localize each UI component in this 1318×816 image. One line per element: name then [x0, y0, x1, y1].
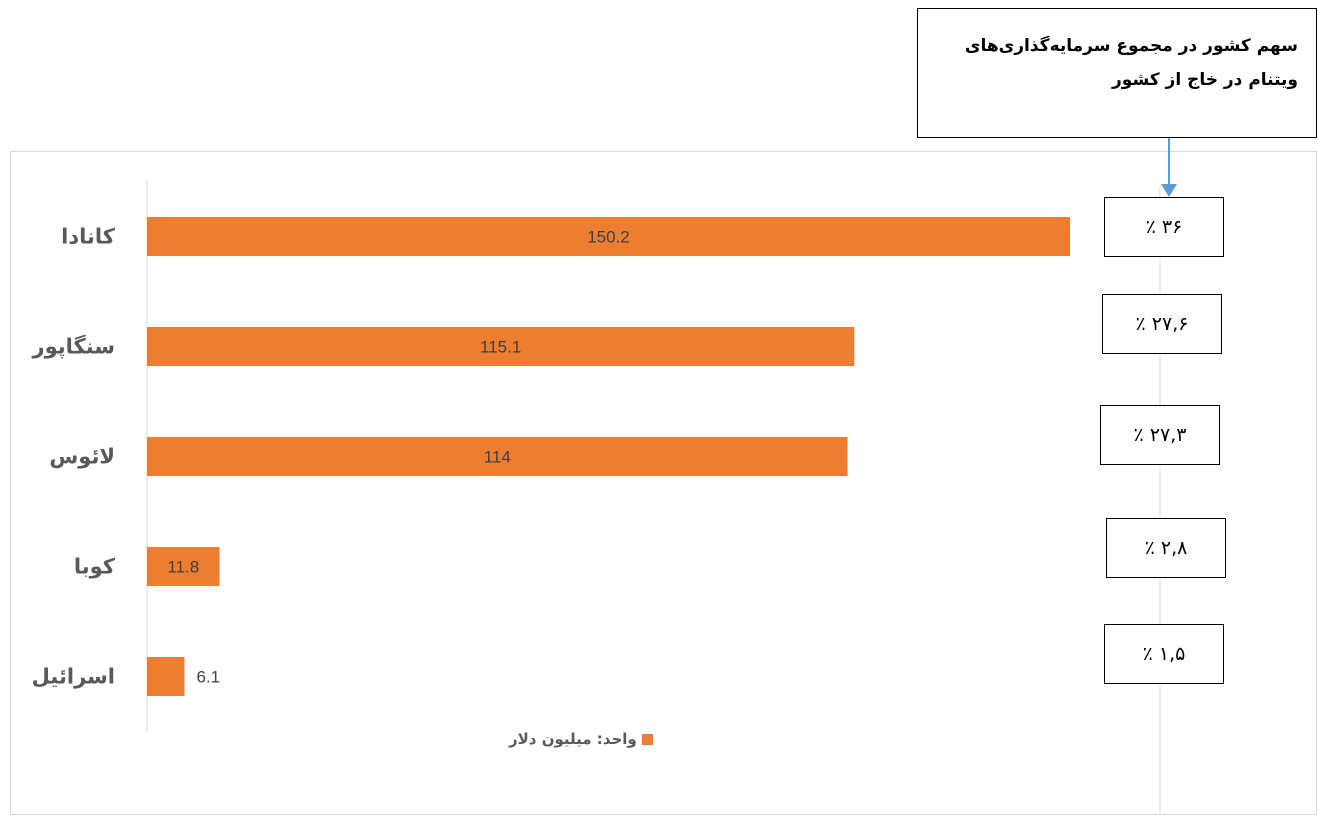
bar-1: [147, 217, 1070, 256]
value-label-1: 150.2: [587, 228, 630, 247]
legend: واحد: میلیون دلار: [509, 730, 653, 748]
share-box-2: ٪ ۲۷,۶: [1102, 294, 1222, 354]
share-label-2: ٪ ۲۷,۶: [1135, 313, 1189, 335]
callout-arrow-line: [1168, 138, 1170, 186]
share-box-5: ٪ ۱,۵: [1104, 624, 1224, 684]
share-label-5: ٪ ۱,۵: [1142, 643, 1186, 665]
category-label-2: سنگاپور: [32, 334, 115, 359]
bar-3: [147, 437, 848, 476]
value-label-4: 11.8: [167, 558, 199, 577]
callout-title-line-2: ویتنام در خاج از کشور: [1112, 70, 1298, 90]
bar-5: [147, 657, 185, 696]
callout-title-line-1: سهم کشور در مجموع سرمایه‌گذاری‌های: [964, 36, 1298, 56]
share-box-1: ٪ ۳۶: [1104, 197, 1224, 257]
share-box-3: ٪ ۲۷,۳: [1100, 405, 1220, 465]
legend-label: واحد: میلیون دلار: [509, 730, 637, 748]
share-callout-box: سهم کشور در مجموع سرمایه‌گذاری‌های ویتنا…: [917, 8, 1317, 138]
share-box-4: ٪ ۲,۸: [1106, 518, 1226, 578]
value-label-2: 115.1: [480, 338, 521, 357]
value-label-5: 6.1: [196, 668, 220, 687]
bar-4: [147, 547, 220, 586]
share-label-4: ٪ ۲,۸: [1144, 537, 1188, 559]
bar-2: [147, 327, 855, 366]
arrow-down-icon: [1161, 184, 1177, 197]
share-label-3: ٪ ۲۷,۳: [1133, 424, 1187, 446]
category-label-4: کوبا: [74, 555, 116, 579]
legend-swatch: [641, 733, 653, 745]
chart-frame: [10, 151, 1317, 815]
category-label-1: کانادا: [61, 225, 116, 249]
category-label-5: اسرائیل: [32, 665, 115, 689]
value-label-3: 114: [484, 448, 511, 467]
category-label-3: لائوس: [49, 445, 115, 469]
share-label-1: ٪ ۳۶: [1145, 216, 1183, 238]
